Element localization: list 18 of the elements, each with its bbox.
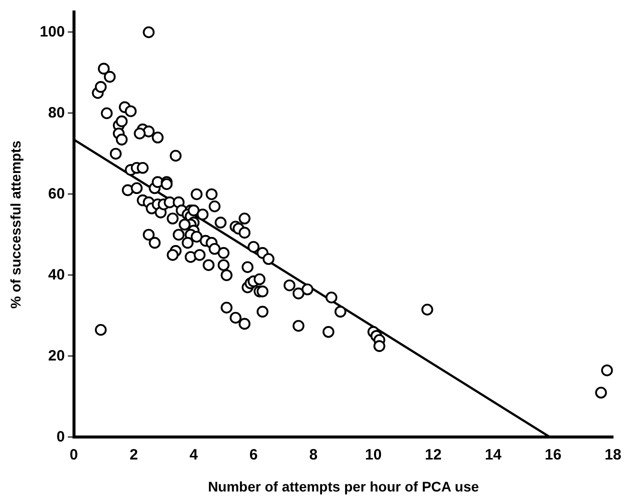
y-tick-label: 0 — [56, 428, 65, 446]
x-tick-label: 0 — [70, 446, 78, 464]
y-tick-label: 100 — [40, 23, 65, 40]
y-tick-label: 40 — [48, 266, 65, 284]
x-tick-label: 16 — [544, 446, 562, 464]
x-tick-label: 2 — [130, 446, 138, 464]
y-tick-label: 60 — [48, 185, 65, 202]
y-tick-label: 20 — [48, 347, 65, 364]
x-tick-label: 6 — [249, 446, 258, 464]
x-tick-label: 14 — [484, 446, 502, 464]
x-axis-title: Number of attempts per hour of PCA use — [208, 478, 480, 494]
y-axis-title: % of successful attempts — [7, 140, 24, 309]
y-tick-label: 80 — [48, 104, 65, 122]
x-tick-label: 10 — [365, 446, 382, 464]
x-tick-label: 8 — [309, 446, 318, 464]
x-tick-label: 4 — [189, 446, 198, 464]
x-tick-label: 18 — [604, 446, 622, 464]
x-tick-label: 12 — [424, 446, 442, 464]
